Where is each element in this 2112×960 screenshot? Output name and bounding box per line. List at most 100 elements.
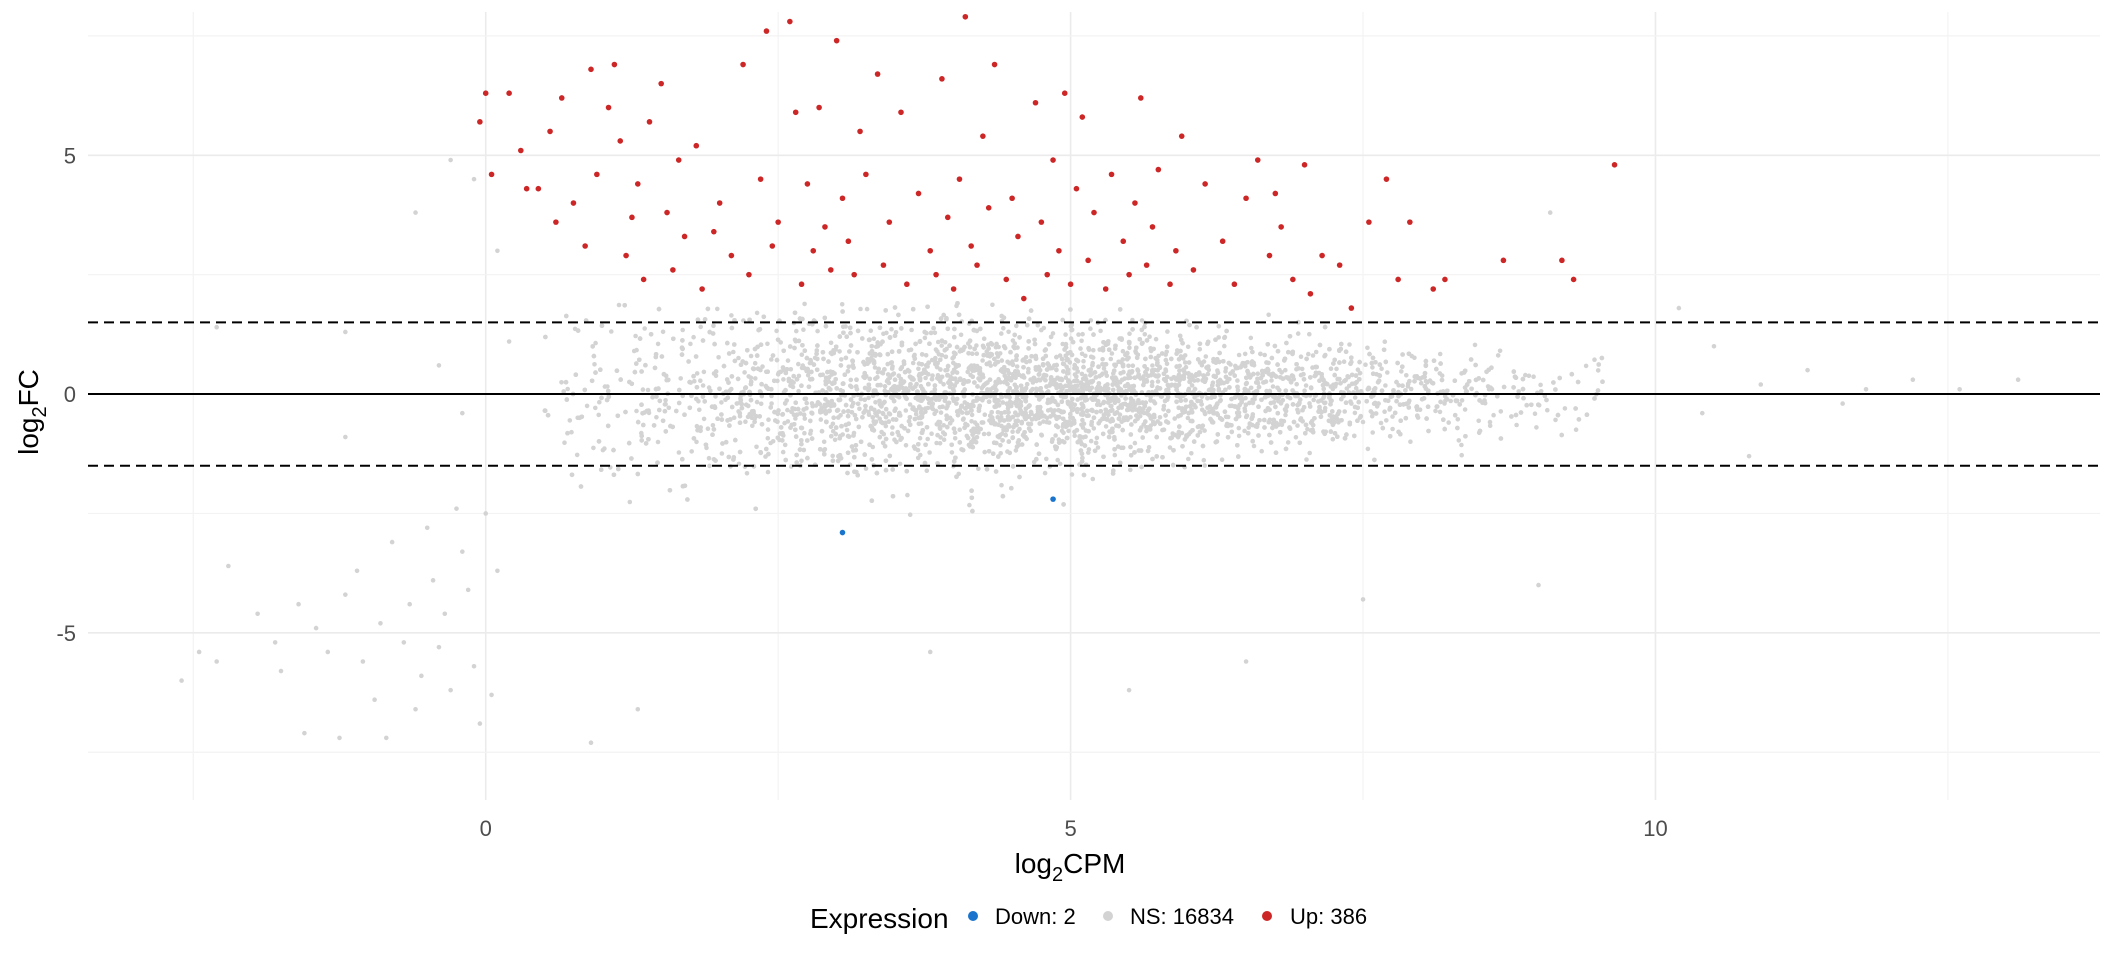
ns-point	[1059, 428, 1065, 434]
ns-point	[1263, 408, 1268, 414]
ns-point	[1079, 459, 1085, 464]
ns-point	[981, 352, 986, 358]
ns-point	[725, 418, 730, 423]
ns-point	[1003, 432, 1008, 438]
ns-point	[754, 353, 760, 358]
ns-point	[1046, 397, 1051, 403]
ns-point	[890, 417, 896, 422]
ns-point	[1120, 363, 1126, 369]
ns-point	[1323, 429, 1328, 435]
ns-point	[953, 455, 958, 461]
ns-point	[654, 394, 659, 399]
ns-point	[1513, 375, 1519, 381]
ns-point	[929, 376, 935, 382]
ns-point	[998, 414, 1004, 420]
ns-point	[951, 426, 957, 432]
ns-point	[1055, 402, 1061, 408]
ns-point	[801, 412, 807, 418]
ns-point	[1310, 422, 1316, 428]
ns-point	[1307, 331, 1312, 337]
ns-point	[1148, 423, 1154, 428]
ns-point	[1080, 403, 1086, 408]
ns-point	[1005, 368, 1011, 373]
ns-point	[1376, 373, 1382, 378]
ns-point	[1176, 357, 1182, 362]
ns-point	[908, 347, 914, 353]
ns-point	[840, 389, 845, 394]
ns-point	[922, 329, 927, 335]
ns-point	[1369, 360, 1375, 366]
ns-point	[868, 423, 873, 429]
ns-point	[1377, 362, 1383, 367]
ns-point	[640, 387, 646, 392]
ns-point	[785, 407, 790, 413]
ns-point	[1181, 376, 1186, 381]
ns-point	[1242, 408, 1248, 414]
ns-point	[877, 325, 883, 331]
ns-point	[1247, 400, 1252, 406]
ns-point	[1278, 400, 1284, 405]
ns-point	[1143, 419, 1148, 424]
ns-point	[1321, 386, 1326, 392]
ns-point	[873, 353, 878, 358]
ns-point	[1148, 416, 1154, 421]
ns-point	[1352, 410, 1358, 416]
ns-point	[1101, 366, 1107, 371]
ns-point	[798, 411, 803, 416]
ns-point	[924, 425, 930, 430]
ns-point	[1058, 388, 1064, 394]
ns-point	[873, 400, 878, 405]
ns-point	[944, 413, 949, 419]
ns-point	[694, 423, 700, 429]
ns-point	[1534, 425, 1539, 430]
ns-point	[969, 412, 975, 418]
ns-point	[633, 333, 638, 339]
ns-point	[1022, 434, 1027, 439]
ns-point	[1300, 419, 1305, 424]
ns-point	[961, 378, 967, 383]
ns-point	[1250, 349, 1255, 355]
ns-point	[802, 430, 807, 436]
ns-point	[858, 439, 864, 445]
ns-point	[1000, 493, 1006, 499]
ns-point	[1258, 351, 1263, 357]
ns-point	[1030, 386, 1035, 392]
ns-point	[1010, 464, 1016, 469]
ns-point	[954, 344, 960, 350]
ns-point	[966, 442, 972, 448]
ns-point	[609, 329, 614, 334]
ns-point	[1061, 502, 1066, 507]
ns-point	[657, 407, 662, 413]
ns-point	[1283, 388, 1289, 394]
ns-point	[941, 423, 946, 428]
ns-point	[1071, 389, 1077, 394]
ns-point	[1526, 373, 1532, 379]
ns-point	[627, 379, 632, 385]
ns-point	[917, 404, 922, 410]
ns-point	[1270, 384, 1276, 389]
ns-point	[742, 370, 747, 375]
ns-point	[589, 378, 595, 384]
ns-point	[614, 368, 620, 374]
ns-point	[1182, 370, 1188, 376]
ns-point	[829, 398, 835, 404]
ns-point	[1008, 401, 1013, 407]
ns-point	[883, 467, 889, 473]
ns-point	[1445, 388, 1450, 394]
ns-point	[1163, 413, 1168, 418]
ns-point	[1169, 356, 1174, 362]
ns-point	[900, 385, 906, 391]
ns-point	[1180, 341, 1185, 346]
ns-point	[929, 431, 934, 437]
ns-point	[980, 358, 985, 363]
ns-point	[1113, 381, 1119, 386]
ns-point	[1006, 410, 1011, 415]
ns-point	[1014, 385, 1019, 391]
ns-point	[954, 380, 959, 385]
ns-point	[1149, 379, 1155, 385]
ns-point	[678, 376, 683, 381]
ns-point	[1267, 407, 1272, 413]
ns-point	[1079, 338, 1084, 344]
ns-point	[1363, 362, 1368, 368]
